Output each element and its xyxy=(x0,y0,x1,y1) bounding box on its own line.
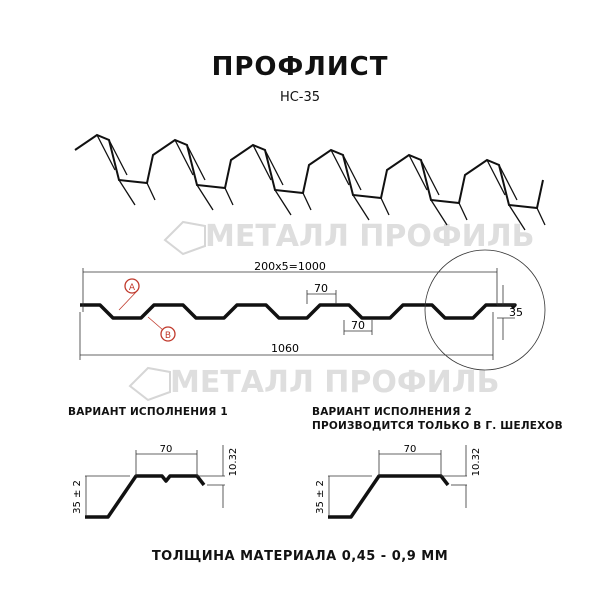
variant-2-note: ПРОИЗВОДИТСЯ ТОЛЬКО В Г. ШЕЛЕХОВ xyxy=(312,420,563,432)
marker-b xyxy=(160,326,176,342)
material-thickness: ТОЛЩИНА МАТЕРИАЛА 0,45 - 0,9 ММ xyxy=(151,549,449,564)
dim-pitch: 200x5=1000 xyxy=(254,260,326,273)
sheet-rib xyxy=(252,144,312,216)
sheet-3d-illustration xyxy=(74,133,546,231)
marker-a-label: A xyxy=(129,283,136,293)
detail-circle xyxy=(424,249,546,371)
marker-a xyxy=(124,278,140,294)
dim-height: 35 xyxy=(509,306,523,319)
v1-dim-step: 10.32 xyxy=(228,448,239,477)
profile-cross-section: A B 200x5=1000 1060 70 70 35 xyxy=(79,249,546,371)
dim-total: 1060 xyxy=(271,342,299,355)
dim-bottom-width: 70 xyxy=(351,319,365,332)
sheet-rib xyxy=(486,159,546,231)
v1-dim-height: 35 ± 2 xyxy=(72,480,83,514)
v2-dim-width: 70 xyxy=(404,444,417,455)
variant-1-caption: ВАРИАНТ ИСПОЛНЕНИЯ 1 xyxy=(68,406,228,418)
watermark-text-2: МЕТАЛЛ ПРОФИЛЬ xyxy=(170,365,500,400)
v2-dim-height: 35 ± 2 xyxy=(315,480,326,514)
sheet-rib xyxy=(408,154,468,226)
dim-top-width: 70 xyxy=(314,282,328,295)
watermark-logo-icon xyxy=(128,220,206,402)
watermark-text-1: МЕТАЛЛ ПРОФИЛЬ xyxy=(205,219,535,254)
variant-1-detail: 70 35 ± 2 10.32 xyxy=(72,444,239,519)
sheet-rib xyxy=(330,149,390,221)
variant-2-caption: ВАРИАНТ ИСПОЛНЕНИЯ 2 xyxy=(312,406,472,418)
profile-code: НС-35 xyxy=(279,90,321,105)
watermark: МЕТАЛЛ ПРОФИЛЬ МЕТАЛЛ ПРОФИЛЬ xyxy=(170,219,535,400)
v2-dim-step: 10.32 xyxy=(471,448,482,477)
sheet-rib xyxy=(174,139,234,211)
page-title: ПРОФЛИСТ xyxy=(211,52,389,82)
variant-2-detail: 70 35 ± 2 10.32 xyxy=(315,444,482,519)
sheet-outline xyxy=(74,133,544,210)
v1-dim-width: 70 xyxy=(160,444,173,455)
sheet-rib xyxy=(96,134,156,206)
marker-b-label: B xyxy=(165,331,171,341)
profile-line xyxy=(80,303,517,320)
